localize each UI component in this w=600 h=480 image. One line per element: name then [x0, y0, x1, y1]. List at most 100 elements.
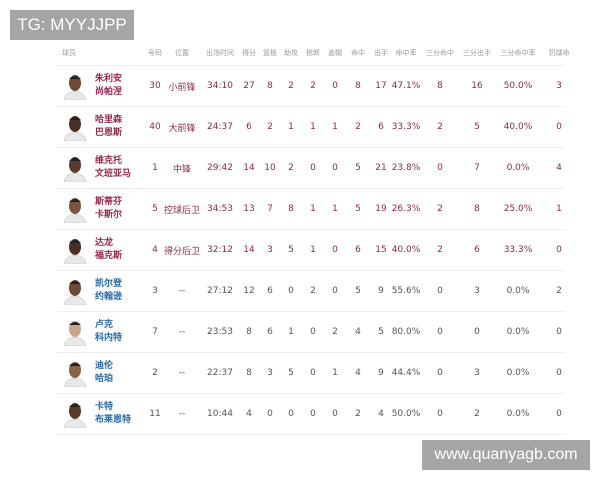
stat-cell: 0	[267, 409, 273, 419]
player-name-link[interactable]: 迪伦 哈珀	[95, 353, 113, 393]
stat-cell: 0	[332, 286, 338, 296]
column-header[interactable]: 出场时间	[206, 48, 234, 57]
stat-cell: 1	[556, 204, 562, 214]
player-name-link[interactable]: 斯蒂芬 卡斯尔	[95, 189, 122, 229]
table-row[interactable]: 卡特 布莱恩特 11 -- 10:44 4 0 0 0 0 2 4 50.0% 0 2 0.0% 0	[57, 393, 565, 435]
stat-cell: 9	[378, 286, 384, 296]
player-name-link[interactable]: 朱利安 尚帕涅	[95, 66, 122, 106]
stat-cell: 0	[310, 327, 316, 337]
player-avatar[interactable]	[62, 154, 88, 182]
player-name-link[interactable]: 卡特 布莱恩特	[95, 394, 131, 434]
player-avatar[interactable]	[62, 318, 88, 346]
stat-cell: 0	[332, 81, 338, 91]
player-name-line: 达龙	[95, 238, 114, 248]
stat-cell: 2	[267, 122, 273, 132]
player-avatar[interactable]	[62, 277, 88, 305]
table-row[interactable]: 达龙 福克斯 4 得分后卫 32:12 14 3 5 1 0 6 15 40.0% 2 6 33.3% 0	[57, 229, 565, 270]
stat-cell: 0	[437, 327, 443, 337]
stat-cell: 40.0%	[391, 245, 421, 255]
player-name-line: 科内特	[95, 333, 123, 343]
player-name-link[interactable]: 凯尔登 约翰逊	[95, 271, 122, 311]
stat-cell: 10:44	[207, 409, 233, 419]
watermark-top: TG: MYYJJPP	[10, 10, 134, 40]
stat-cell: 4	[246, 409, 252, 419]
stat-cell: 23.8%	[391, 163, 421, 173]
player-name-line: 尚帕涅	[95, 87, 123, 97]
stat-cell: 控球后卫	[163, 205, 201, 216]
stat-cell: 24:37	[207, 122, 233, 132]
player-name-line: 凯尔登	[95, 279, 123, 289]
stat-cell: 1	[332, 122, 338, 132]
stat-cell: 34:53	[207, 204, 233, 214]
table-row[interactable]: 迪伦 哈珀 2 -- 22:37 8 3 5 0 1 4 9 44.4% 0 3 0.0% 0	[57, 352, 565, 393]
column-header[interactable]: 球员	[62, 48, 76, 57]
table-row[interactable]: 哈里森 巴恩斯 40 大前锋 24:37 6 2 1 1 1 2 6 33.3% 2 5 40.0% 0	[57, 106, 565, 147]
stat-cell: 34:10	[207, 81, 233, 91]
player-name-line: 哈里森	[95, 115, 123, 125]
stat-cell: 6	[267, 327, 273, 337]
stat-cell: 0	[556, 122, 562, 132]
stat-cell: 1	[288, 327, 294, 337]
table-row[interactable]: 卢克 科内特 7 -- 23:53 8 6 1 0 2 4 5 80.0% 0 0 0.0% 0	[57, 311, 565, 352]
stat-cell: 0.0%	[506, 368, 530, 378]
column-header[interactable]: 盖帽	[328, 48, 342, 57]
stat-cell: 3	[267, 245, 273, 255]
stat-cell: 7	[474, 163, 480, 173]
table-row[interactable]: 斯蒂芬 卡斯尔 5 控球后卫 34:53 13 7 8 1 1 5 19 26.3% 2 8 25.0% 1	[57, 188, 565, 229]
player-avatar[interactable]	[62, 195, 88, 223]
player-name-link[interactable]: 维克托 文班亚马	[95, 148, 131, 188]
stat-cell: 小前锋	[168, 82, 196, 93]
stat-cell: 1	[332, 204, 338, 214]
column-header[interactable]: 三分命中率	[500, 48, 536, 57]
player-name-line: 卡特	[95, 402, 114, 412]
player-name-line: 维克托	[95, 156, 123, 166]
stat-cell: 50.0%	[503, 81, 533, 91]
stat-cell: --	[178, 286, 186, 296]
player-avatar[interactable]	[62, 236, 88, 264]
table-row[interactable]: 朱利安 尚帕涅 30 小前锋 34:10 27 8 2 2 0 8 17 47.1% 8 16 50.0% 3	[57, 65, 565, 106]
stat-cell: 47.1%	[391, 81, 421, 91]
stat-cell: 8	[437, 81, 443, 91]
player-name-link[interactable]: 哈里森 巴恩斯	[95, 107, 122, 147]
column-header[interactable]: 抢断	[306, 48, 320, 57]
column-header[interactable]: 命中率	[395, 48, 417, 57]
stat-cell: --	[178, 409, 186, 419]
stat-cell: --	[178, 327, 186, 337]
stat-cell: 2	[288, 163, 294, 173]
column-header[interactable]: 命中	[351, 48, 365, 57]
table-row[interactable]: 维克托 文班亚马 1 中锋 29:42 14 10 2 0 0 5 21 23.8% 0 7 0.0% 4	[57, 147, 565, 188]
table-row[interactable]: 凯尔登 约翰逊 3 -- 27:12 12 6 0 2 0 5 9 55.6% 0 3 0.0% 2	[57, 270, 565, 311]
column-header[interactable]: 助攻	[284, 48, 298, 57]
player-avatar[interactable]	[62, 400, 88, 428]
stat-cell: 8	[474, 204, 480, 214]
column-header[interactable]: 三分命中	[426, 48, 454, 57]
player-name-line: 约翰逊	[95, 292, 123, 302]
stat-cell: 0	[288, 286, 294, 296]
stat-cell: 0	[556, 245, 562, 255]
stat-cell: 0.0%	[506, 409, 530, 419]
player-name-line: 巴恩斯	[95, 128, 123, 138]
player-avatar[interactable]	[62, 113, 88, 141]
stat-cell: 0	[288, 409, 294, 419]
stat-cell: 1	[310, 245, 316, 255]
player-name-link[interactable]: 达龙 福克斯	[95, 230, 122, 270]
column-header[interactable]: 三分出手	[463, 48, 491, 57]
player-avatar[interactable]	[62, 72, 88, 100]
stat-cell: 22:37	[207, 368, 233, 378]
column-header[interactable]: 出手	[374, 48, 388, 57]
column-header[interactable]: 篮板	[263, 48, 277, 57]
stat-cell: 2	[437, 204, 443, 214]
stat-cell: 5	[474, 122, 480, 132]
stat-cell: 32:12	[207, 245, 233, 255]
stat-cell: 26.3%	[391, 204, 421, 214]
column-header[interactable]: 罚球命	[548, 48, 570, 57]
stat-cell: 23:53	[207, 327, 233, 337]
stat-cell: 10	[264, 163, 276, 173]
stat-cell: 15	[375, 245, 387, 255]
column-header[interactable]: 得分	[242, 48, 256, 57]
player-name-link[interactable]: 卢克 科内特	[95, 312, 122, 352]
stat-cell: 3	[556, 81, 562, 91]
column-header[interactable]: 位置	[175, 48, 189, 57]
column-header[interactable]: 号码	[148, 48, 162, 57]
player-avatar[interactable]	[62, 359, 88, 387]
